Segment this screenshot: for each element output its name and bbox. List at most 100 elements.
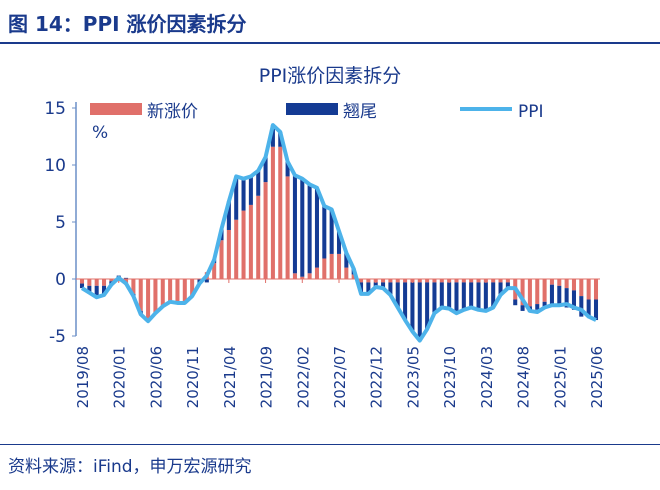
- bar-carryover: [102, 285, 107, 295]
- x-tick-label: 2022/02: [294, 346, 312, 408]
- bar-new: [535, 279, 540, 305]
- y-tick-label: -5: [49, 327, 66, 347]
- bar-carryover: [432, 282, 437, 314]
- bar-new: [256, 195, 261, 279]
- bar-new: [461, 279, 466, 283]
- bar-carryover: [292, 175, 297, 274]
- bar-new: [226, 229, 231, 279]
- bar-new: [571, 279, 576, 291]
- bar-new: [131, 279, 136, 294]
- bar-carryover: [542, 301, 547, 308]
- bar-new: [476, 279, 481, 283]
- bar-new: [359, 279, 364, 283]
- x-tick-label: 2022/07: [331, 346, 349, 408]
- bar-carryover: [270, 125, 275, 147]
- y-tick-label: 0: [55, 270, 66, 290]
- footer-divider: [0, 444, 660, 445]
- bar-new: [168, 279, 173, 302]
- x-tick-label: 2023/05: [404, 346, 422, 408]
- bar-carryover: [395, 282, 400, 308]
- bar-new: [87, 279, 92, 286]
- bar-new: [263, 182, 268, 279]
- bar-new: [593, 279, 599, 300]
- bar-carryover: [300, 178, 305, 277]
- bar-carryover: [87, 285, 92, 293]
- bar-new: [454, 279, 459, 283]
- bar-new: [190, 279, 195, 297]
- bar-carryover: [549, 284, 554, 306]
- figure-header: 图 14：PPI 涨价因素拆分: [8, 12, 247, 36]
- bar-new: [579, 279, 584, 297]
- bar-carryover: [461, 282, 466, 310]
- bar-carryover: [403, 282, 408, 321]
- bar-carryover: [329, 209, 334, 254]
- bar-carryover: [124, 277, 129, 279]
- bar-new: [403, 279, 408, 283]
- bar-new: [549, 279, 554, 285]
- legend-swatch-new: [90, 103, 142, 115]
- bar-new: [175, 279, 180, 303]
- bar-carryover: [344, 252, 349, 268]
- bar-new: [498, 279, 503, 283]
- bar-new: [351, 274, 356, 279]
- bar-carryover: [263, 157, 268, 183]
- bar-carryover: [373, 282, 378, 287]
- bar-new: [564, 279, 569, 289]
- bar-carryover: [439, 282, 444, 308]
- bar-carryover: [425, 282, 430, 330]
- bar-carryover: [226, 201, 231, 230]
- bar-new: [329, 253, 334, 279]
- bar-carryover: [417, 282, 422, 341]
- x-tick-label: 2025/06: [588, 346, 606, 408]
- bar-new: [94, 279, 99, 286]
- legend-label-ppi: PPI: [518, 102, 544, 122]
- bar-carryover: [593, 299, 599, 321]
- bar-carryover: [204, 279, 209, 283]
- legend-label-carryover: 翘尾: [343, 102, 377, 122]
- bar-new: [285, 176, 290, 279]
- bar-new: [505, 279, 510, 283]
- bar-new: [278, 146, 283, 279]
- bar-carryover: [79, 283, 85, 289]
- x-tick-label: 2020/06: [147, 346, 165, 408]
- bar-carryover: [520, 305, 525, 311]
- bar-new: [146, 279, 151, 319]
- x-tick-label: 2020/11: [184, 346, 202, 408]
- bar-new: [381, 279, 386, 283]
- chart-title: PPI涨价因素拆分: [259, 65, 402, 87]
- bar-new: [366, 279, 371, 283]
- source-note: 资料来源：iFind，申万宏源研究: [8, 457, 252, 477]
- bar-carryover: [476, 282, 481, 310]
- bar-new: [109, 279, 114, 282]
- bar-carryover: [410, 282, 415, 332]
- bar-new: [138, 279, 143, 311]
- bar-new: [307, 273, 312, 279]
- bar-carryover: [94, 285, 99, 298]
- bar-carryover: [241, 178, 246, 211]
- bar-new: [527, 279, 532, 307]
- bar-carryover: [454, 282, 459, 314]
- bar-carryover: [256, 170, 261, 196]
- bar-new: [292, 273, 297, 279]
- bar-new: [395, 279, 400, 283]
- bar-carryover: [314, 187, 319, 268]
- bar-carryover: [447, 282, 452, 309]
- bar-carryover: [307, 184, 312, 274]
- x-tick-label: 2021/04: [221, 346, 239, 408]
- bar-new: [344, 267, 349, 279]
- legend-swatch-carryover: [286, 103, 338, 115]
- bar-carryover: [336, 231, 342, 254]
- bar-new: [219, 240, 224, 279]
- bar-new: [234, 219, 239, 279]
- bar-carryover: [535, 304, 540, 310]
- x-tick-label: 2020/01: [111, 346, 129, 408]
- bar-new: [336, 253, 342, 279]
- bar-carryover: [505, 282, 510, 289]
- bar-new: [241, 210, 246, 279]
- bar-new: [432, 279, 437, 283]
- bar-carryover: [557, 285, 562, 305]
- bar-new: [425, 279, 430, 283]
- bar-carryover: [571, 290, 576, 310]
- x-tick-label: 2024/03: [478, 346, 496, 408]
- bar-carryover: [388, 282, 393, 295]
